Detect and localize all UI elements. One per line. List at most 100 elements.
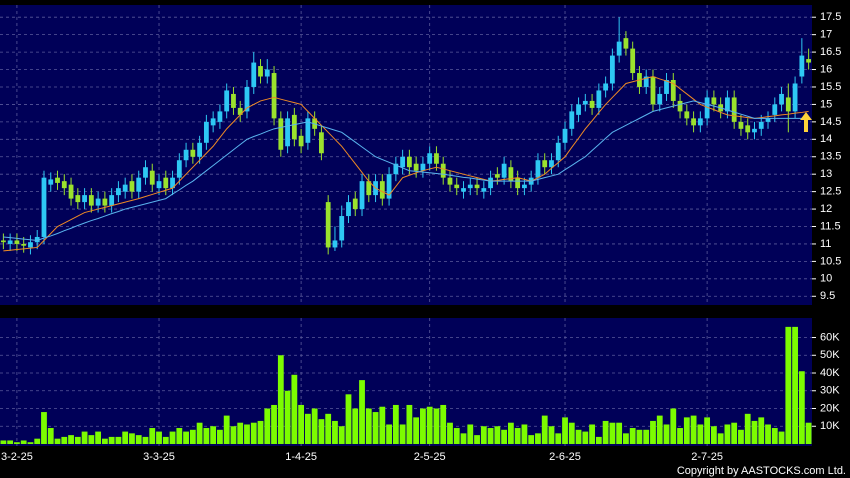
- volume-bar: [352, 408, 359, 444]
- candle-body: [474, 184, 480, 189]
- candle-body: [758, 121, 764, 129]
- candle-body: [278, 118, 284, 150]
- candle-body: [149, 170, 155, 185]
- candle-body: [657, 93, 663, 105]
- candle-body: [603, 83, 609, 91]
- candle-body: [251, 62, 257, 87]
- candle-body: [576, 104, 581, 115]
- volume-bar: [805, 422, 812, 444]
- volume-bar: [440, 404, 447, 444]
- candle-body: [454, 184, 460, 189]
- volume-bar: [724, 424, 731, 444]
- candle-body: [366, 181, 372, 196]
- volume-bar: [629, 428, 636, 444]
- candle-body: [752, 128, 757, 133]
- candle-body: [765, 118, 771, 122]
- volume-bar: [528, 435, 535, 444]
- volume-bar: [250, 422, 257, 444]
- candle-body: [116, 188, 121, 196]
- volume-bar: [318, 419, 325, 444]
- volume-bar: [54, 438, 61, 444]
- volume-bar: [717, 433, 724, 444]
- candle-body: [542, 160, 548, 168]
- candle-body: [447, 177, 453, 185]
- candle-body: [197, 142, 203, 157]
- candle-body: [386, 174, 392, 199]
- candle-body: [217, 111, 223, 122]
- volume-bar: [677, 428, 683, 444]
- candle-body: [704, 97, 710, 119]
- candle-body: [643, 76, 649, 87]
- y-tick-label: 10.5: [820, 255, 841, 267]
- candle-body: [129, 181, 135, 192]
- candle-body: [508, 167, 514, 182]
- volume-bar: [223, 415, 230, 444]
- volume-bar: [291, 374, 298, 444]
- candle-body: [555, 142, 561, 161]
- candle-body: [792, 83, 798, 112]
- candle-body: [467, 184, 473, 189]
- volume-bar: [595, 436, 602, 444]
- volume-bar: [217, 429, 223, 444]
- candle-body: [264, 69, 270, 77]
- volume-bar: [311, 408, 318, 444]
- volume-bar: [650, 420, 656, 444]
- candle-body: [549, 160, 554, 168]
- y-tick-label: 12.5: [820, 186, 841, 198]
- volume-bar: [656, 415, 663, 444]
- candle-body: [725, 97, 730, 112]
- candle-body: [176, 160, 182, 178]
- volume-bar: [298, 404, 305, 444]
- volume-bar: [365, 408, 372, 444]
- volume-bar: [771, 428, 778, 444]
- y-tick-label: 16.5: [820, 46, 841, 58]
- volume-bar: [230, 426, 237, 444]
- candle-body: [271, 73, 277, 119]
- candle-body: [55, 177, 60, 183]
- candle-body: [589, 100, 595, 108]
- volume-bar: [27, 442, 34, 444]
- volume-bar: [744, 413, 751, 444]
- volume-bar: [616, 422, 623, 444]
- candle-body: [535, 160, 541, 178]
- candle-body: [291, 114, 297, 140]
- volume-bar: [704, 417, 711, 444]
- candle-body: [332, 240, 338, 248]
- moving-average-line: [3, 75, 809, 252]
- candle-body: [244, 86, 250, 112]
- candle-body: [406, 156, 412, 168]
- volume-bar: [372, 412, 379, 444]
- volume-bar: [61, 436, 68, 444]
- volume-bar: [575, 429, 582, 444]
- volume-bar: [95, 431, 102, 444]
- volume-bar: [47, 428, 54, 444]
- volume-bar: [778, 431, 785, 444]
- candle-body: [7, 240, 13, 244]
- candle-body: [501, 163, 507, 178]
- volume-bar: [555, 433, 562, 444]
- candle-body: [109, 195, 115, 206]
- y-tick-label: 14.5: [820, 116, 841, 128]
- x-tick-label: 2-5-25: [414, 451, 446, 463]
- candle-body: [522, 184, 527, 189]
- volume-bar: [792, 326, 798, 444]
- candle-body: [102, 198, 108, 206]
- candle-body: [731, 97, 737, 122]
- volume-bar: [643, 429, 650, 444]
- candle-body: [413, 163, 419, 171]
- volume-bar: [609, 422, 616, 444]
- y-tick-label: 20K: [820, 402, 840, 414]
- volume-bar: [785, 326, 792, 444]
- candle-body: [785, 97, 791, 112]
- candle-body: [122, 184, 128, 192]
- candle-body: [677, 100, 683, 112]
- volume-bar: [697, 424, 704, 444]
- y-tick-label: 60K: [820, 331, 840, 343]
- volume-bar: [433, 408, 440, 444]
- y-tick-label: 14: [820, 133, 832, 145]
- volume-bar: [244, 424, 250, 444]
- volume-bar: [135, 435, 142, 444]
- volume-bar: [196, 422, 203, 444]
- candle-body: [34, 236, 40, 243]
